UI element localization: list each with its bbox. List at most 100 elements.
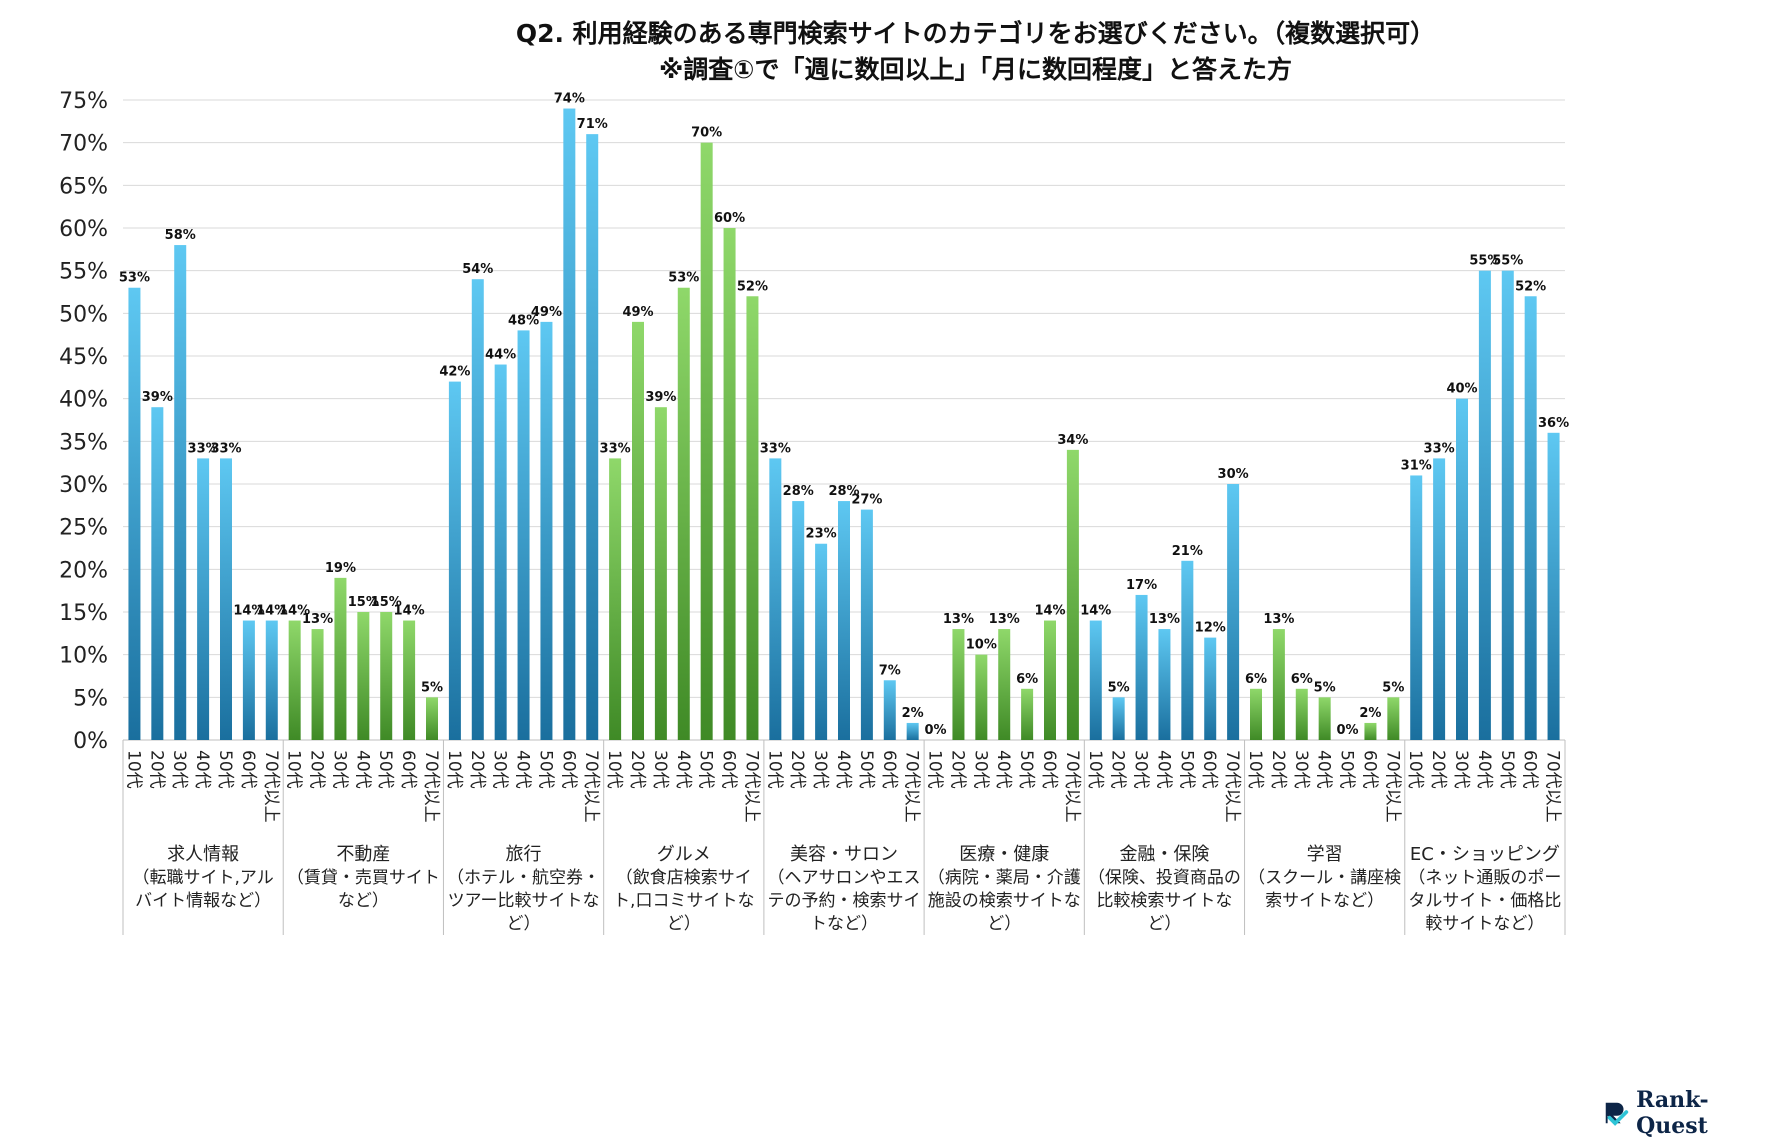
x-axis: 10代 20代 30代 40代 50代 60代 70代以上求人情報（転職サイト,アルバイト情… [122, 740, 1566, 935]
data-label: 14% [394, 604, 425, 619]
x-tick-label: 70代以上 [741, 750, 761, 823]
x-tick-label: 10代 [925, 750, 945, 789]
x-tick-label: 10代 [123, 750, 143, 789]
category-description: （病院・薬局・介護 [928, 868, 1081, 888]
data-label: 15% [371, 595, 402, 610]
data-label: 33% [600, 441, 631, 456]
data-label: 42% [439, 365, 470, 380]
data-label: 12% [1195, 621, 1226, 636]
bar [586, 134, 599, 741]
bar [174, 245, 187, 741]
bar [494, 364, 507, 740]
y-tick-label: 40% [59, 388, 108, 413]
data-label: 33% [188, 441, 219, 456]
bar [1089, 620, 1102, 740]
x-tick-label: 40代 [1474, 750, 1494, 789]
data-label: 14% [1034, 604, 1065, 619]
x-tick-label: 70代以上 [1062, 750, 1082, 823]
bar [563, 108, 576, 741]
data-label: 34% [1057, 433, 1088, 448]
y-tick-label: 65% [59, 174, 108, 199]
x-tick-label: 30代 [650, 750, 670, 789]
data-label: 33% [760, 441, 791, 456]
category-label: 不動産 [336, 844, 390, 865]
bar [1158, 629, 1171, 740]
x-tick-label: 50代 [856, 750, 876, 789]
category-description: バイト情報など） [135, 891, 271, 911]
x-tick-label: 60代 [1039, 750, 1059, 789]
data-label: 13% [943, 612, 974, 627]
x-tick-label: 30代 [1131, 750, 1151, 789]
data-label: 6% [1245, 672, 1267, 687]
y-tick-label: 15% [59, 601, 108, 626]
x-tick-label: 60代 [398, 750, 418, 789]
bar [1112, 697, 1125, 740]
bar [1410, 475, 1423, 740]
bar [609, 458, 622, 740]
x-tick-label: 70代以上 [421, 750, 441, 823]
data-label: 5% [421, 680, 443, 695]
bar [792, 501, 805, 740]
x-tick-label: 50代 [1337, 750, 1357, 789]
bars [128, 108, 1560, 741]
category-description: （飲食店検索サイ [616, 868, 752, 888]
bar [1433, 458, 1446, 740]
x-tick-label: 40代 [833, 750, 853, 789]
x-tick-label: 60代 [1520, 750, 1540, 789]
x-tick-label: 40代 [192, 750, 212, 789]
category-description: （保険、投資商品の [1088, 868, 1241, 888]
x-tick-label: 60代 [558, 750, 578, 789]
bar [334, 577, 347, 740]
category-description: 施設の検索サイトな [928, 891, 1081, 911]
x-tick-label: 10代 [1085, 750, 1105, 789]
bar [151, 407, 164, 740]
category-description: 比較検索サイトな [1096, 891, 1232, 911]
x-tick-label: 10代 [1245, 750, 1265, 789]
data-label: 14% [256, 604, 287, 619]
y-tick-label: 10% [59, 644, 108, 669]
x-tick-label: 50代 [696, 750, 716, 789]
category-description: （転職サイト,アル [132, 868, 273, 888]
bar [357, 612, 370, 740]
data-label: 36% [1538, 416, 1569, 431]
x-tick-label: 50代 [535, 750, 555, 789]
bar [220, 458, 232, 740]
x-tick-label: 20代 [947, 750, 967, 789]
data-label: 6% [1291, 672, 1313, 687]
data-label: 0% [1337, 723, 1359, 738]
category-label: EC・ショッピング [1410, 844, 1560, 865]
bar [906, 722, 919, 740]
data-label: 17% [1126, 578, 1157, 593]
bar [1250, 688, 1262, 740]
x-tick-label: 60代 [719, 750, 739, 789]
y-tick-label: 70% [59, 132, 108, 157]
data-label: 33% [210, 441, 241, 456]
x-tick-label: 60代 [238, 750, 258, 789]
x-tick-label: 20代 [307, 750, 327, 789]
x-tick-label: 30代 [329, 750, 349, 789]
bar [1524, 296, 1537, 740]
x-tick-label: 50代 [1176, 750, 1196, 789]
bar [1387, 697, 1400, 740]
rank-quest-logo-icon [1605, 1102, 1629, 1126]
x-tick-label: 70代以上 [1543, 750, 1563, 823]
x-tick-label: 60代 [879, 750, 899, 789]
data-label: 74% [554, 92, 585, 107]
bar [632, 321, 644, 740]
category-description: （賃貸・売買サイト [287, 868, 440, 888]
bar [860, 509, 873, 740]
logo: Rank-Quest [1602, 1087, 1771, 1139]
x-tick-label: 30代 [1451, 750, 1471, 789]
bar [403, 620, 416, 740]
data-label: 55% [1492, 254, 1523, 269]
x-tick-label: 70代以上 [1222, 750, 1242, 823]
bar [1044, 620, 1056, 740]
bar [540, 321, 553, 740]
bar [448, 381, 461, 740]
x-tick-label: 30代 [1291, 750, 1311, 789]
x-tick-label: 10代 [764, 750, 784, 789]
category-description: テの予約・検索サイ [768, 891, 921, 911]
category-description: 較サイトなど） [1425, 914, 1544, 934]
data-label: 52% [737, 279, 768, 294]
data-label: 14% [233, 604, 264, 619]
